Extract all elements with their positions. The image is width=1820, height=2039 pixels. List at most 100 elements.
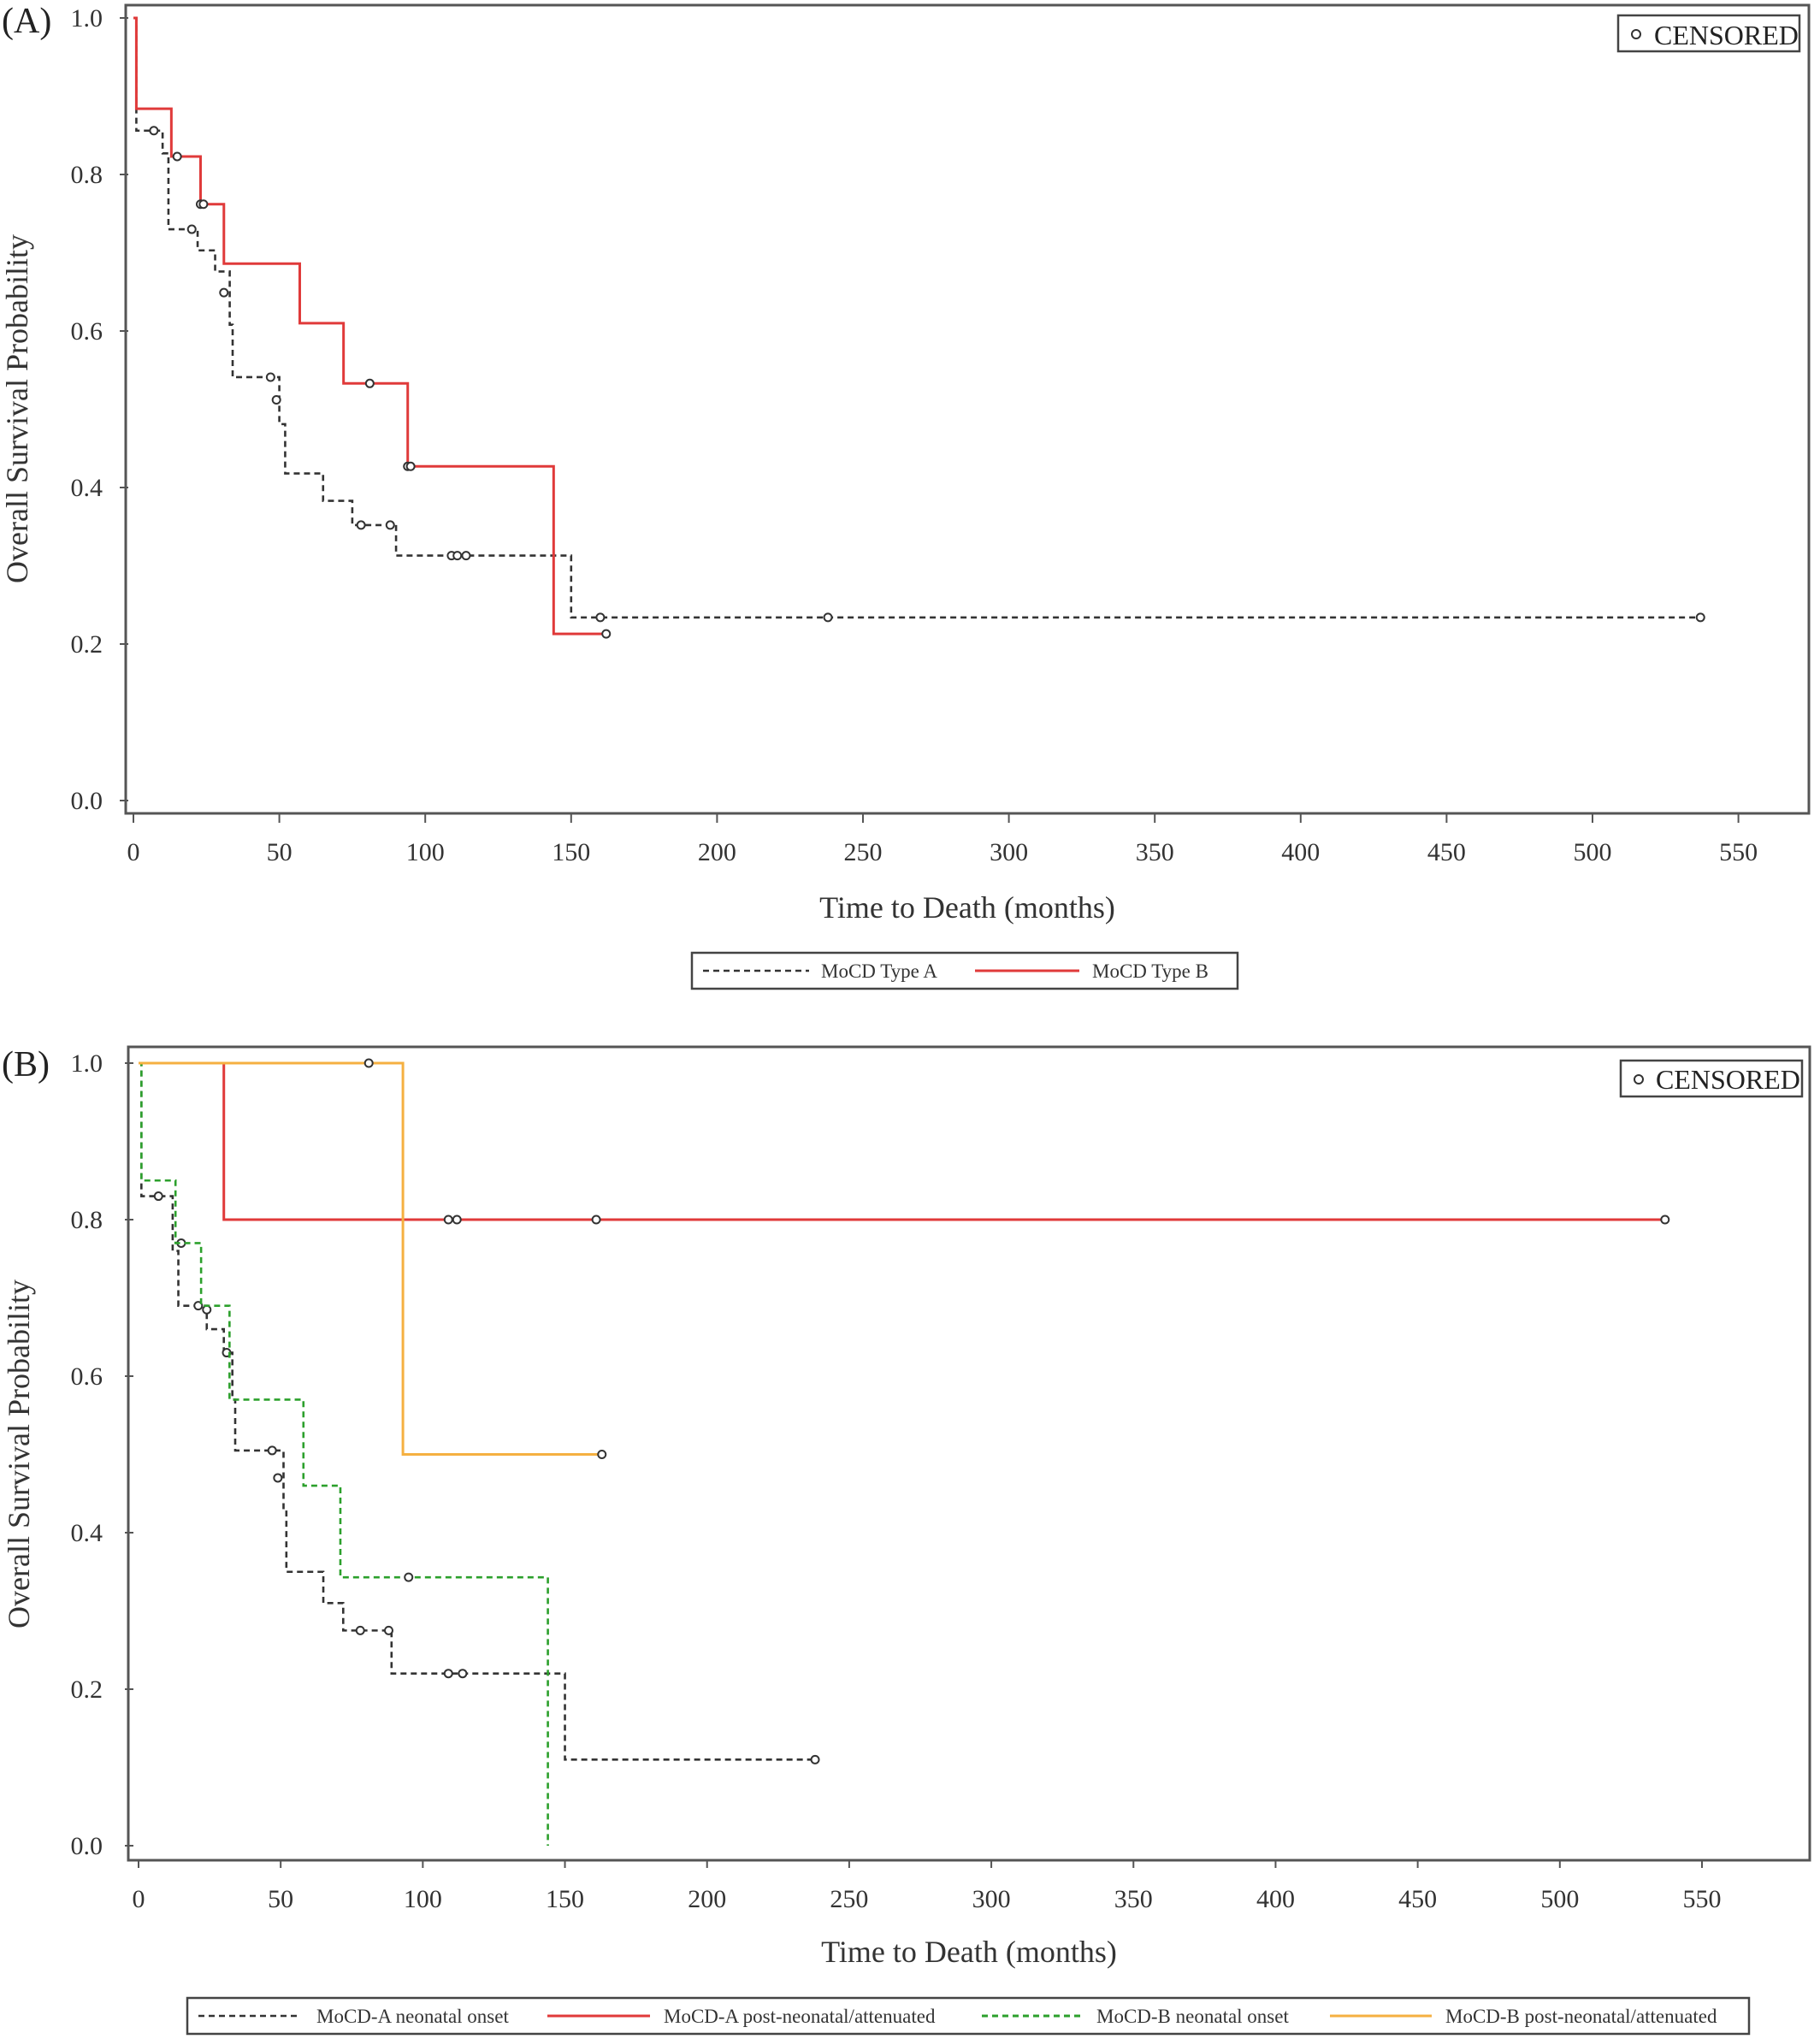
- panel-b-y-axis-title: Overall Survival Probability: [2, 1280, 36, 1628]
- y-tick-label: 0.4: [71, 1519, 103, 1547]
- x-tick-label: 150: [546, 1885, 584, 1913]
- panel-a: (A) 0 50 100 150 200 250 300 350 400 450 500 550 0.0…: [0, 2, 1811, 990]
- censor-mark: [219, 287, 229, 298]
- censor-mark: [265, 372, 275, 382]
- panel-b-legend-label-b-post-neonatal: MoCD-B post-neonatal/attenuated: [1445, 2006, 1717, 2027]
- panel-a-legend: MoCD Type A MoCD Type B: [690, 951, 1239, 990]
- panel-a-y-axis-title: Overall Survival Probability: [0, 234, 34, 583]
- censor-mark: [271, 395, 281, 405]
- censor-mark: [355, 1625, 365, 1635]
- panel-a-series: [133, 16, 1705, 639]
- censor-mark: [405, 461, 416, 471]
- series-0: [139, 1061, 820, 1764]
- y-tick-label: 0.0: [71, 1832, 103, 1860]
- censor-mark: [198, 199, 209, 210]
- x-tick-label: 200: [698, 838, 736, 866]
- panel-b-censored-legend-label: CENSORED: [1656, 1064, 1800, 1095]
- panel-b-censored-legend-marker: [1634, 1074, 1644, 1085]
- series-line: [133, 16, 606, 635]
- y-tick-label: 0.6: [71, 1362, 103, 1391]
- series-1: [139, 1061, 1670, 1225]
- censor-mark: [595, 612, 606, 623]
- panel-a-censored-legend-label: CENSORED: [1654, 20, 1799, 50]
- panel-b-censored-legend-box: [1619, 1059, 1804, 1098]
- y-tick-label: 0.4: [71, 474, 103, 502]
- panel-b-series: [139, 1058, 1670, 1846]
- x-tick-label: 350: [1114, 1885, 1153, 1913]
- x-tick-label: 400: [1256, 1885, 1295, 1913]
- censor-mark: [443, 1215, 453, 1225]
- x-tick-label: 450: [1398, 1885, 1437, 1913]
- y-tick-label: 0.2: [71, 630, 103, 659]
- censor-mark: [153, 1191, 163, 1202]
- x-tick-label: 150: [552, 838, 590, 866]
- censor-mark: [172, 151, 182, 162]
- censor-mark: [186, 224, 197, 234]
- censor-mark: [404, 1572, 414, 1582]
- censor-mark: [823, 612, 833, 623]
- series-line: [139, 1061, 549, 1846]
- censor-mark: [1660, 1215, 1670, 1225]
- series-1: [133, 16, 612, 639]
- x-tick-label: 500: [1540, 1885, 1579, 1913]
- series-2: [139, 1061, 549, 1846]
- x-tick-label: 300: [972, 1885, 1011, 1913]
- series-line: [133, 16, 1701, 619]
- panel-b-x-axis-title: Time to Death (months): [821, 1935, 1117, 1969]
- censor-mark: [597, 1450, 607, 1459]
- censor-mark: [364, 378, 375, 388]
- y-tick-label: 0.0: [71, 787, 103, 815]
- panel-b-legend: MoCD-A neonatal onset MoCD-A post-neonat…: [186, 1996, 1751, 2036]
- y-tick-label: 0.8: [71, 1206, 103, 1234]
- x-tick-label: 0: [127, 838, 140, 866]
- panel-b-legend-label-a-neonatal: MoCD-A neonatal onset: [316, 2006, 509, 2027]
- series-line: [139, 1061, 816, 1761]
- x-tick-label: 200: [688, 1885, 726, 1913]
- censor-mark: [452, 551, 463, 561]
- x-tick-label: 250: [844, 838, 883, 866]
- panel-a-censored-legend: CENSORED: [1616, 14, 1801, 53]
- censor-mark: [363, 1058, 374, 1068]
- censor-mark: [273, 1473, 283, 1483]
- x-tick-label: 550: [1719, 838, 1758, 866]
- series-3: [139, 1058, 607, 1459]
- x-tick-label: 400: [1281, 838, 1320, 866]
- y-tick-label: 0.2: [71, 1676, 103, 1704]
- y-tick-label: 0.8: [71, 161, 103, 189]
- x-tick-label: 500: [1574, 838, 1612, 866]
- x-tick-label: 300: [990, 838, 1028, 866]
- panel-b: (B) 0 50 100 150 200 250 300 350 400 450 500 550 0.0…: [2, 1045, 1811, 2036]
- y-tick-label: 0.6: [71, 317, 103, 346]
- x-tick-label: 0: [133, 1885, 145, 1913]
- censor-mark: [202, 1304, 212, 1315]
- censor-mark: [601, 629, 612, 639]
- panel-b-legend-box: [186, 1996, 1751, 2036]
- censor-mark: [443, 1669, 453, 1679]
- censor-mark: [383, 1625, 393, 1635]
- x-tick-label: 250: [830, 1885, 868, 1913]
- censor-mark: [356, 520, 366, 530]
- panel-a-x-axis-title: Time to Death (months): [819, 890, 1115, 925]
- censor-mark: [267, 1445, 277, 1456]
- panel-a-legend-label-type-a: MoCD Type A: [821, 960, 937, 982]
- panel-b-plot-frame: [127, 1045, 1811, 1862]
- censor-mark: [461, 551, 471, 561]
- censor-mark: [385, 520, 395, 530]
- panel-a-legend-label-type-b: MoCD Type B: [1092, 960, 1208, 982]
- y-tick-label: 1.0: [71, 4, 103, 33]
- x-tick-label: 100: [404, 1885, 442, 1913]
- censor-mark: [458, 1669, 468, 1679]
- panel-a-plot-frame: [124, 3, 1811, 815]
- panel-a-label: (A): [2, 2, 51, 41]
- panel-a-censored-legend-marker: [1631, 29, 1641, 39]
- censor-mark: [452, 1215, 462, 1225]
- series-0: [133, 16, 1705, 623]
- x-tick-label: 100: [406, 838, 445, 866]
- y-tick-label: 1.0: [71, 1049, 103, 1078]
- panel-a-censored-legend-box: [1616, 14, 1801, 53]
- panel-b-legend-label-a-post-neonatal: MoCD-A post-neonatal/attenuated: [664, 2006, 936, 2027]
- censor-mark: [810, 1754, 820, 1764]
- panel-b-axes: 0 50 100 150 200 250 300 350 400 450 500 550 0.0 0.2 0…: [71, 1049, 1722, 1913]
- series-line: [139, 1061, 1665, 1221]
- panel-b-censored-legend: CENSORED: [1619, 1059, 1804, 1098]
